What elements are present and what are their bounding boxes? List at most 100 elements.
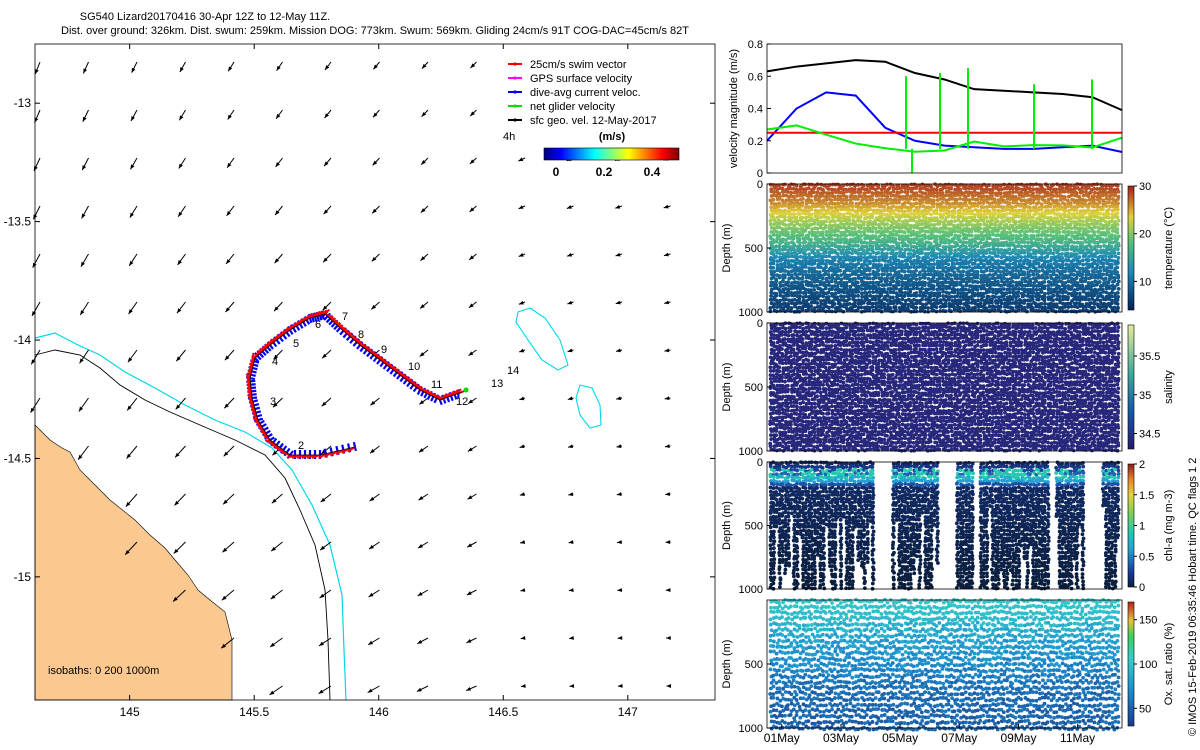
swim-vector: [356, 341, 366, 347]
data-point: [998, 270, 1003, 274]
current-arrow: [174, 493, 186, 506]
data-point: [845, 182, 849, 187]
data-point: [794, 183, 799, 188]
data-point: [782, 261, 787, 266]
data-point: [1002, 282, 1007, 287]
current-arrow: [275, 157, 283, 168]
data-point: [934, 191, 939, 195]
data-point: [771, 261, 776, 266]
data-point: [998, 183, 1003, 188]
data-point: [1040, 265, 1044, 269]
data-point: [1022, 250, 1027, 255]
data-point: [1016, 290, 1021, 295]
data-point: [819, 299, 823, 303]
current-arrow: [270, 541, 283, 552]
data-point: [931, 258, 936, 262]
current-arrow: [77, 445, 89, 460]
data-point: [827, 254, 832, 259]
current-arrow: [31, 301, 41, 317]
speed-colorbar-ticks: 0 0.2 0.4: [553, 165, 661, 179]
data-point: [1089, 245, 1093, 249]
x-tick-label: 146: [369, 705, 389, 719]
data-point: [1109, 265, 1114, 270]
data-point: [946, 268, 951, 273]
data-point: [946, 182, 951, 187]
data-point: [1028, 197, 1033, 202]
data-point: [775, 187, 780, 192]
current-arrow: [34, 61, 41, 75]
data-point: [830, 276, 835, 281]
data-point: [987, 243, 992, 248]
data-point: [870, 212, 875, 216]
data-point: [769, 205, 774, 210]
data-point: [1098, 211, 1102, 216]
swim-vector: [443, 392, 451, 400]
data-point: [981, 237, 986, 242]
data-point: [771, 240, 776, 245]
data-point: [835, 262, 840, 267]
data-point: [1116, 294, 1121, 299]
current-arrow: [469, 109, 477, 117]
data-point: [1086, 265, 1091, 270]
data-point: [1060, 272, 1065, 277]
data-point: [975, 186, 980, 191]
data-point: [1106, 212, 1111, 216]
data-point: [1045, 254, 1050, 259]
data-point: [769, 189, 774, 194]
data-point: [861, 196, 866, 201]
data-point: [894, 251, 899, 256]
y-tick-label: 0.6: [748, 71, 763, 83]
swim-vector: [346, 332, 356, 338]
data-point: [902, 230, 907, 235]
data-point: [786, 259, 791, 263]
current-arrow: [177, 205, 186, 217]
data-point: [1060, 259, 1065, 264]
data-point: [771, 275, 776, 280]
isobath-200m: [34, 349, 331, 701]
data-point: [821, 190, 826, 195]
data-point: [1007, 247, 1012, 252]
data-point: [984, 189, 989, 194]
data-point: [769, 201, 774, 206]
data-point: [819, 302, 824, 306]
data-point: [931, 265, 936, 270]
data-point: [855, 280, 860, 285]
data-point: [781, 279, 785, 283]
data-point: [845, 211, 850, 216]
data-point: [815, 218, 820, 223]
data-point: [815, 240, 820, 245]
data-point: [1064, 236, 1068, 241]
data-point: [769, 283, 773, 288]
data-point: [1042, 286, 1047, 291]
data-point: [1094, 266, 1099, 270]
data-point: [816, 237, 820, 242]
data-point: [1084, 304, 1088, 309]
data-point: [940, 200, 945, 205]
data-point: [812, 306, 817, 310]
data-point: [812, 219, 817, 223]
data-point: [835, 284, 840, 289]
data-point: [789, 306, 794, 310]
data-point: [1010, 297, 1015, 301]
data-point: [818, 261, 822, 266]
data-point: [841, 248, 846, 252]
data-point: [852, 294, 857, 298]
data-point: [775, 259, 780, 264]
data-point: [847, 268, 852, 273]
data-point: [780, 347, 784, 351]
data-point: [792, 297, 797, 302]
data-point: [876, 272, 881, 277]
swim-vector: [369, 351, 379, 356]
data-point: [864, 211, 869, 216]
data-point: [829, 237, 834, 241]
data-point: [816, 212, 821, 217]
data-point: [847, 293, 852, 298]
data-point: [1066, 232, 1071, 237]
current-arrow: [518, 300, 526, 305]
data-point: [803, 208, 808, 213]
data-point: [852, 258, 857, 262]
day-label: 11: [431, 379, 442, 391]
data-point: [771, 252, 776, 257]
data-point: [768, 198, 773, 203]
current-arrow: [321, 349, 332, 359]
